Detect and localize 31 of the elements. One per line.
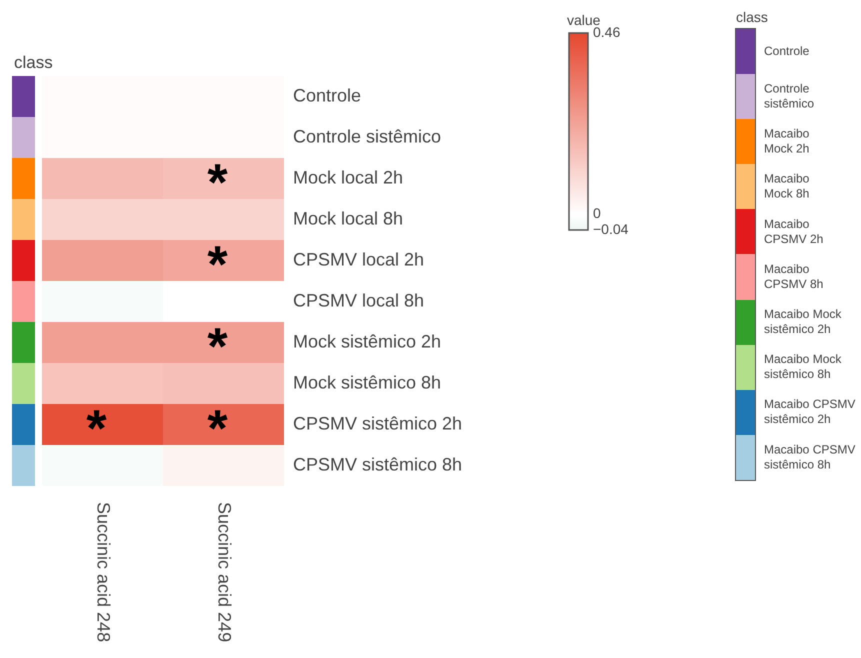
text: Macaibo CPSMV 8h (764, 262, 824, 291)
y-tick-label: CPSMV sistêmico 2h (293, 413, 462, 434)
text: Macaibo Mock 2h (764, 126, 810, 156)
legend-title: class (14, 53, 53, 72)
x-tick-label: Succinic acid 249 (214, 502, 235, 642)
y-tick-label: Mock sistêmico 8h (293, 372, 442, 392)
y-tick-label: CPSMV sistêmico 8h (293, 454, 462, 474)
y-tick-label: Mock local 8h (293, 208, 404, 228)
text: Macaibo Mock sistêmico 2h (764, 306, 842, 336)
y-tick-label: CPSMV local 2h (293, 249, 424, 270)
y-tick-label: CPSMV local 8h (293, 290, 424, 310)
text: Macaibo CPSMV 2h (764, 216, 824, 246)
y-tick-label: Mock local 2h (293, 167, 404, 188)
data-label: * (86, 400, 108, 458)
y-tick-label: Mock sistêmico 2h (293, 331, 442, 352)
text: Controle (764, 44, 810, 58)
data-label: * (207, 318, 228, 376)
y-tick-label: Controle sistêmico (293, 126, 442, 146)
text: Macaibo CPSMV sistêmico 8h (764, 442, 856, 472)
data-label: * (207, 236, 228, 294)
text: Macaibo Mock 8h (764, 172, 810, 201)
text: Macaibo CPSMV sistêmico 2h (764, 397, 856, 426)
text: Controle sistêmico (764, 81, 814, 110)
data-label: * (207, 400, 228, 458)
color-bar-label: 0 (593, 205, 601, 222)
x-tick-label: Succinic acid 248 (94, 502, 114, 642)
text: class (736, 9, 768, 25)
data-label: * (207, 154, 228, 212)
color-bar-label: −0.04 (593, 220, 629, 237)
y-tick-label: Controle (293, 85, 362, 106)
text: Macaibo Mock sistêmico 8h (764, 352, 842, 382)
